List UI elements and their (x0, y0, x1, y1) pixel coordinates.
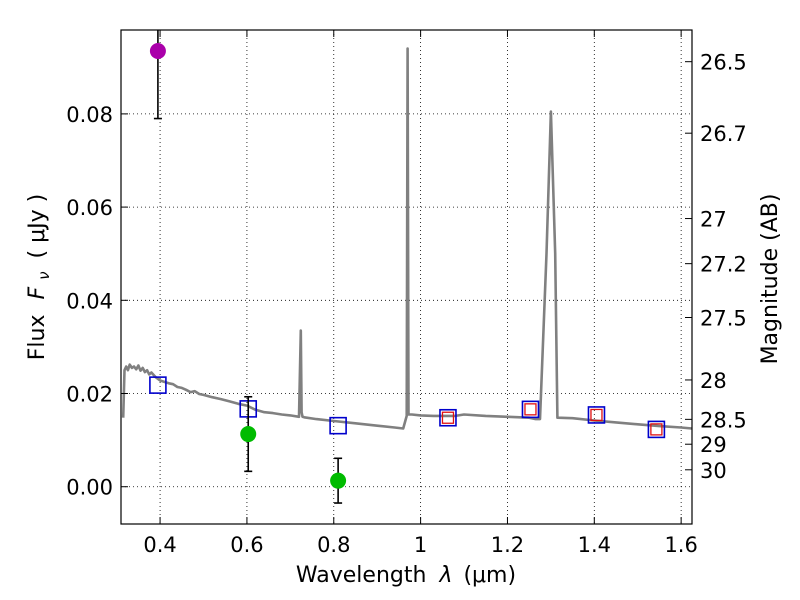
model-photometry-square (149, 376, 167, 394)
x-tick-label: 1.4 (578, 533, 611, 557)
x-tick-label: 0.8 (317, 533, 350, 557)
magnitude-tick-label: 30 (700, 459, 727, 483)
model-photometry-square (587, 406, 606, 424)
observed-flux-square (441, 411, 455, 424)
y-tick-label: 0.08 (66, 103, 113, 127)
model-photometry-square (329, 416, 347, 435)
y-tick-label: 0.06 (66, 196, 113, 220)
observed-flux-square (650, 423, 663, 436)
magnitude-tick-label: 28.5 (700, 408, 747, 432)
model-photometry-square (521, 400, 540, 419)
y-tick-label: 0.04 (66, 289, 113, 313)
magnitude-axis-label: Magnitude (AB) (758, 194, 783, 365)
magnitude-tick-label: 26.5 (700, 51, 747, 75)
observed-flux-square (590, 408, 603, 422)
y-axis: 0.00 0.02 0.04 0.06 0.08 (66, 103, 128, 500)
x-tick-label: 1.6 (664, 533, 697, 557)
magnitude-tick-label: 29 (700, 433, 727, 457)
magnitude-tick-label: 26.7 (700, 122, 747, 146)
detection-point (240, 426, 257, 443)
y-axis-label: Flux F ν ( μJy ) (25, 194, 55, 360)
magnitude-tick-label: 27 (700, 208, 727, 232)
detection-point (330, 472, 347, 489)
magnitude-tick-label: 28 (700, 369, 727, 393)
y-tick-label: 0.02 (66, 383, 113, 407)
y-tick-label: 0.00 (66, 476, 113, 500)
model-photometry-square (647, 420, 666, 439)
detection-point (149, 42, 166, 59)
x-axis-label: Wavelength λ (μm) (296, 563, 516, 588)
observed-flux-square (524, 403, 537, 416)
magnitude-tick-label: 27.2 (700, 253, 747, 277)
plot-area (121, 30, 693, 504)
model-spectrum-line (121, 47, 693, 430)
x-axis: 0.4 0.6 0.8 1 1.2 1.4 1.6 (143, 30, 698, 557)
x-tick-label: 0.6 (230, 533, 263, 557)
model-photometry-square (439, 408, 457, 427)
x-tick-label: 1.2 (491, 533, 524, 557)
plot-frame (120, 29, 693, 525)
x-tick-label: 1 (414, 533, 427, 557)
magnitude-tick-label: 27.5 (700, 307, 747, 331)
x-tick-label: 0.4 (143, 533, 176, 557)
